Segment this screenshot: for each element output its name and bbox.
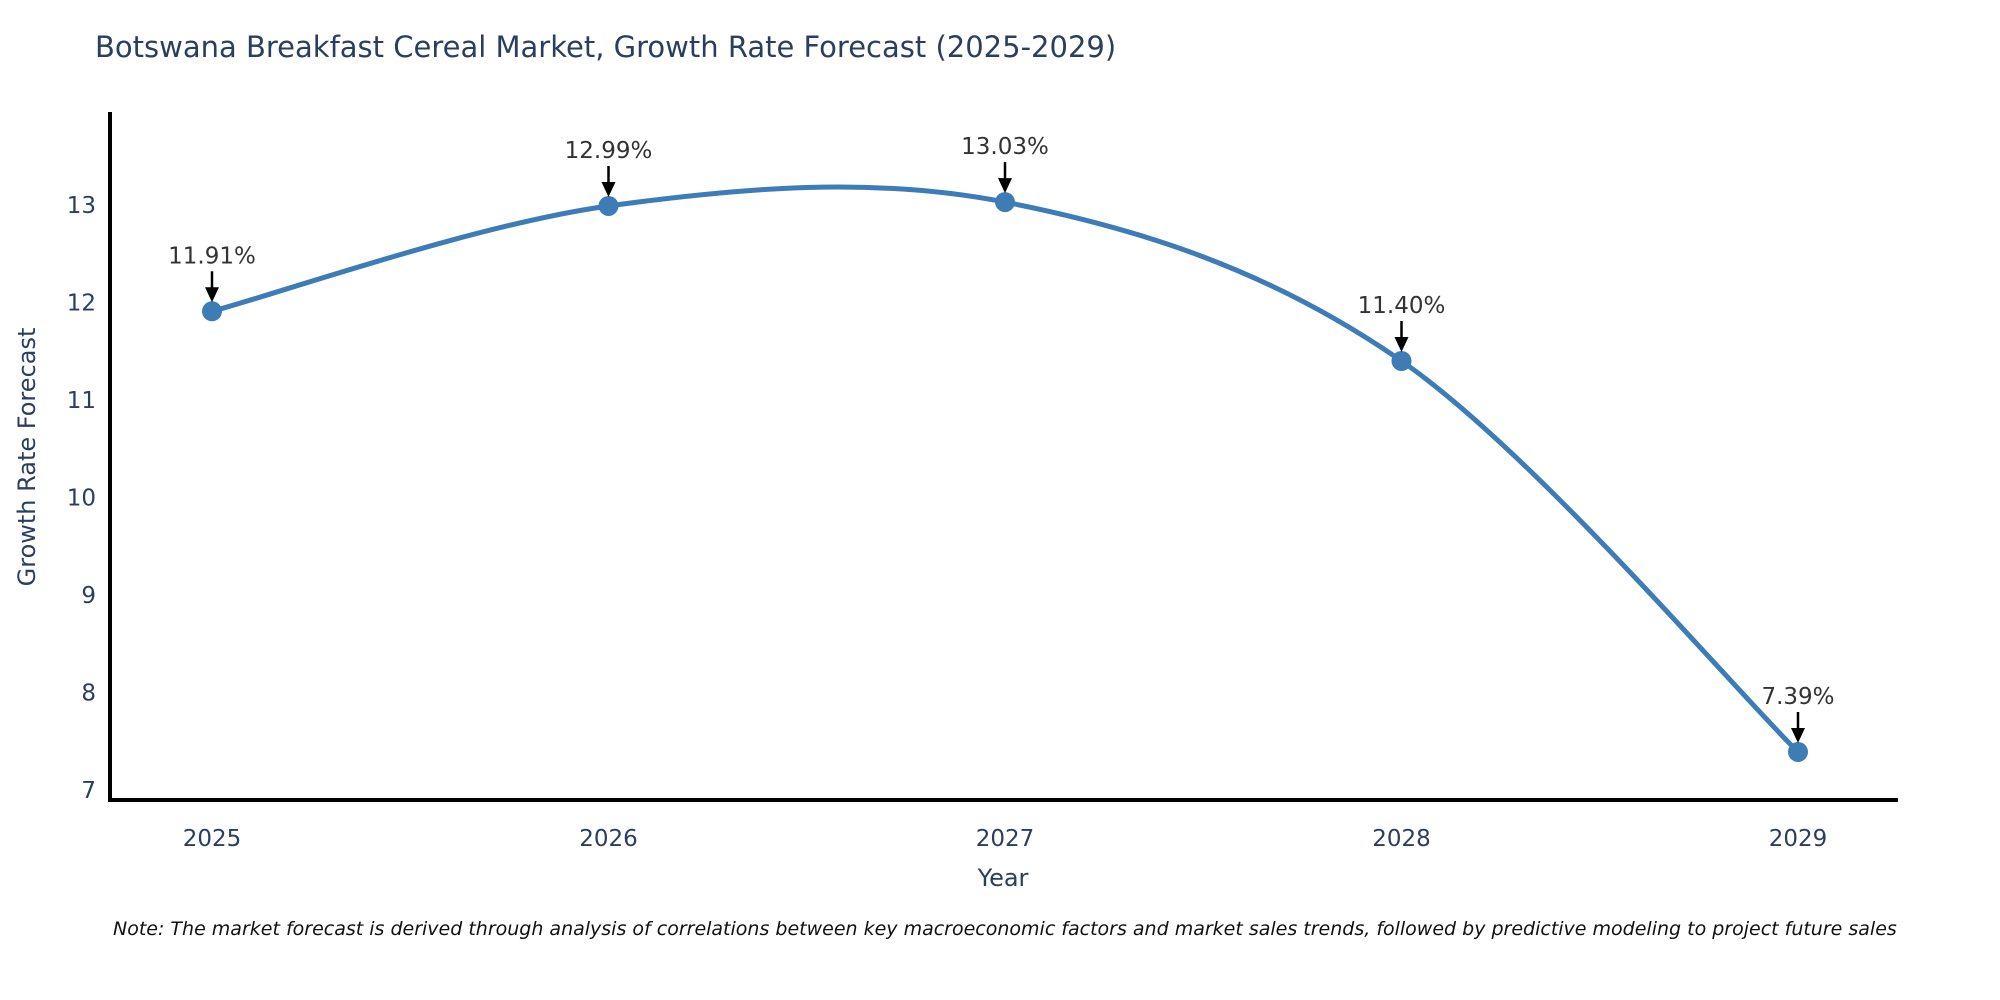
forecast-line [209,184,1801,755]
point-annotation: 11.40% [1358,293,1446,352]
point-annotation-label: 7.39% [1761,684,1834,710]
y-tick-label: 9 [81,583,96,609]
y-tick-label: 8 [81,681,96,707]
x-tick-label: 2027 [976,826,1035,852]
point-annotation: 12.99% [565,138,653,197]
point-annotation-label: 11.91% [168,243,256,269]
y-tick-label: 10 [67,486,96,512]
y-axis-title: Growth Rate Forecast [13,328,41,587]
annotation-arrowhead-icon [998,178,1012,194]
point-annotation-label: 13.03% [961,134,1049,160]
data-point-marker[interactable] [1391,351,1412,371]
annotation-arrowhead-icon [1791,727,1805,743]
chart-title: Botswana Breakfast Cereal Market, Growth… [95,30,1117,64]
point-annotation: 13.03% [961,134,1049,194]
y-tick-label: 11 [67,388,96,414]
data-point-marker[interactable] [598,195,619,216]
data-point-marker[interactable] [995,192,1015,213]
x-tick-label: 2029 [1769,826,1828,852]
axes-layer: 7 8 9 10 11 12 13 2025 2026 2027 2028 2029 [67,112,1898,852]
y-tick-label: 12 [67,291,96,317]
series-layer [202,184,1808,762]
point-annotation: 7.39% [1761,684,1835,743]
annotation-arrowhead-icon [1394,337,1409,352]
data-point-marker[interactable] [202,301,222,322]
x-axis-title: Year [977,864,1029,892]
annotation-arrowhead-icon [205,287,219,303]
data-point-marker[interactable] [1788,741,1808,762]
point-annotation: 11.91% [168,243,256,303]
y-tick-label: 13 [67,193,96,219]
y-tick-label: 7 [81,778,96,804]
x-tick-label: 2026 [579,826,638,852]
x-tick-label: 2025 [183,826,242,852]
x-tick-label: 2028 [1372,826,1431,852]
point-annotation-label: 11.40% [1358,293,1446,319]
annotation-arrowhead-icon [601,181,616,197]
annotation-layer: 11.91% 12.99% 13.03% 11.40% 7.39% [168,134,1835,743]
point-annotation-label: 12.99% [565,138,653,164]
footnote: Note: The market forecast is derived thr… [113,918,1897,940]
